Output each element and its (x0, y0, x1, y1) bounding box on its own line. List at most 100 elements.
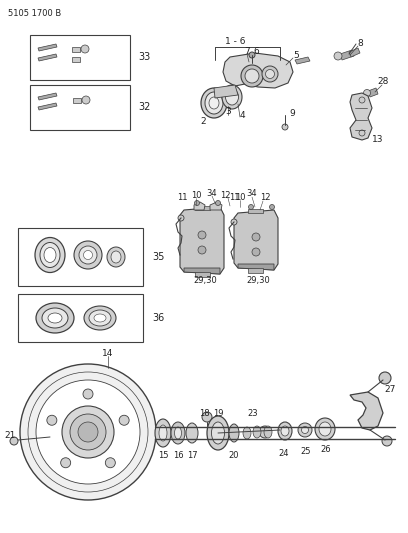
Polygon shape (350, 392, 383, 430)
Text: 24: 24 (279, 449, 289, 458)
Polygon shape (238, 264, 274, 270)
Ellipse shape (315, 418, 335, 440)
Ellipse shape (94, 314, 106, 322)
Ellipse shape (175, 427, 182, 439)
Text: 14: 14 (102, 349, 114, 358)
Bar (30, 35, 130, 80)
Polygon shape (349, 48, 360, 57)
Circle shape (61, 458, 71, 468)
Polygon shape (194, 202, 205, 210)
Circle shape (81, 45, 89, 53)
Ellipse shape (211, 422, 224, 444)
Polygon shape (340, 50, 354, 60)
Ellipse shape (48, 313, 62, 323)
Text: 19: 19 (213, 409, 223, 418)
Polygon shape (195, 272, 210, 277)
Text: 23: 23 (248, 409, 258, 418)
Text: 32: 32 (138, 102, 151, 112)
Ellipse shape (302, 426, 308, 433)
Circle shape (36, 380, 140, 484)
Circle shape (382, 436, 392, 446)
Circle shape (20, 364, 156, 500)
Ellipse shape (245, 69, 259, 83)
Ellipse shape (243, 427, 251, 439)
Text: 15: 15 (158, 451, 168, 461)
Polygon shape (248, 209, 263, 213)
Circle shape (70, 414, 106, 450)
Ellipse shape (40, 243, 60, 268)
Ellipse shape (222, 85, 242, 109)
Polygon shape (223, 53, 293, 88)
Polygon shape (72, 57, 80, 62)
Text: 10: 10 (235, 193, 245, 203)
Ellipse shape (36, 303, 74, 333)
Text: 9: 9 (289, 109, 295, 117)
Text: 12: 12 (260, 193, 270, 203)
Polygon shape (368, 88, 378, 97)
Ellipse shape (207, 416, 229, 450)
Text: 5: 5 (293, 51, 299, 60)
Text: 6: 6 (253, 47, 259, 56)
Ellipse shape (44, 247, 56, 262)
Text: 5105 1700 B: 5105 1700 B (8, 9, 61, 18)
Bar (18, 228, 143, 286)
Text: 16: 16 (173, 451, 183, 461)
Circle shape (198, 246, 206, 254)
Text: 2: 2 (200, 117, 206, 126)
Circle shape (252, 233, 260, 241)
Ellipse shape (159, 425, 167, 441)
Circle shape (359, 97, 365, 103)
Circle shape (83, 389, 93, 399)
Circle shape (62, 406, 114, 458)
Circle shape (252, 248, 260, 256)
Polygon shape (214, 85, 238, 98)
Text: 20: 20 (229, 451, 239, 461)
Text: 8: 8 (357, 38, 363, 47)
Text: 25: 25 (301, 448, 311, 456)
Text: 28: 28 (377, 77, 389, 86)
Ellipse shape (298, 423, 312, 437)
Circle shape (202, 412, 212, 422)
Ellipse shape (262, 66, 278, 82)
Circle shape (282, 124, 288, 130)
Text: 17: 17 (187, 451, 197, 461)
Polygon shape (210, 202, 222, 210)
Ellipse shape (205, 92, 223, 114)
Text: 12: 12 (220, 191, 230, 200)
Polygon shape (38, 54, 57, 61)
Ellipse shape (79, 246, 97, 264)
Text: 26: 26 (321, 446, 331, 455)
Ellipse shape (84, 306, 116, 330)
Text: 1 - 6: 1 - 6 (225, 37, 245, 46)
Circle shape (78, 422, 98, 442)
Circle shape (215, 200, 220, 206)
Ellipse shape (253, 426, 261, 438)
Ellipse shape (35, 238, 65, 272)
Polygon shape (234, 210, 278, 270)
Circle shape (249, 52, 255, 58)
Text: 10: 10 (191, 191, 201, 200)
Ellipse shape (155, 419, 171, 447)
Text: 33: 33 (138, 52, 150, 62)
Circle shape (379, 372, 391, 384)
Circle shape (28, 372, 148, 492)
Polygon shape (38, 44, 57, 51)
Text: 4: 4 (239, 110, 245, 119)
Ellipse shape (226, 89, 239, 105)
Text: 3: 3 (225, 108, 231, 117)
Ellipse shape (201, 88, 227, 118)
Ellipse shape (229, 424, 239, 442)
Text: 11: 11 (229, 193, 239, 203)
Text: 35: 35 (152, 252, 164, 262)
Circle shape (119, 415, 129, 425)
Ellipse shape (74, 241, 102, 269)
Ellipse shape (171, 422, 185, 444)
Circle shape (359, 130, 365, 136)
Text: 11: 11 (177, 193, 187, 203)
Polygon shape (350, 93, 372, 140)
Ellipse shape (241, 65, 263, 87)
Circle shape (82, 96, 90, 104)
Bar (30, 85, 130, 130)
Circle shape (364, 90, 370, 96)
Circle shape (195, 200, 200, 206)
